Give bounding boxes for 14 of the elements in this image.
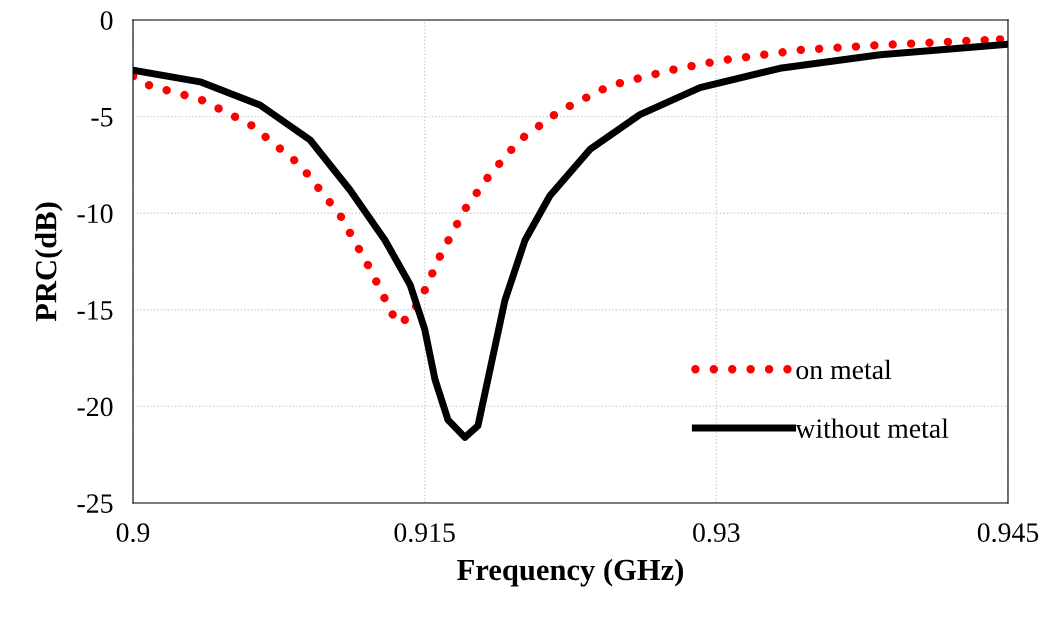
y-axis-title: PRC(dB)	[34, 202, 63, 322]
legend-label: on metal	[796, 359, 892, 380]
x-axis-title: Frequency (GHz)	[457, 558, 684, 587]
y-tick-label: -20	[77, 397, 113, 417]
y-tick-label: -10	[77, 204, 113, 224]
x-tick-label: 0.9	[116, 523, 150, 543]
legend-label: without metal	[795, 418, 949, 438]
x-tick-label: 0.915	[394, 523, 455, 543]
y-tick-label: -15	[77, 301, 113, 320]
x-tick-label: 0.945	[977, 523, 1039, 543]
y-tick-label: -5	[91, 108, 113, 127]
x-tick-label: 0.93	[693, 523, 740, 543]
y-tick-label: 0	[100, 11, 113, 30]
y-tick-label: -25	[77, 494, 113, 513]
